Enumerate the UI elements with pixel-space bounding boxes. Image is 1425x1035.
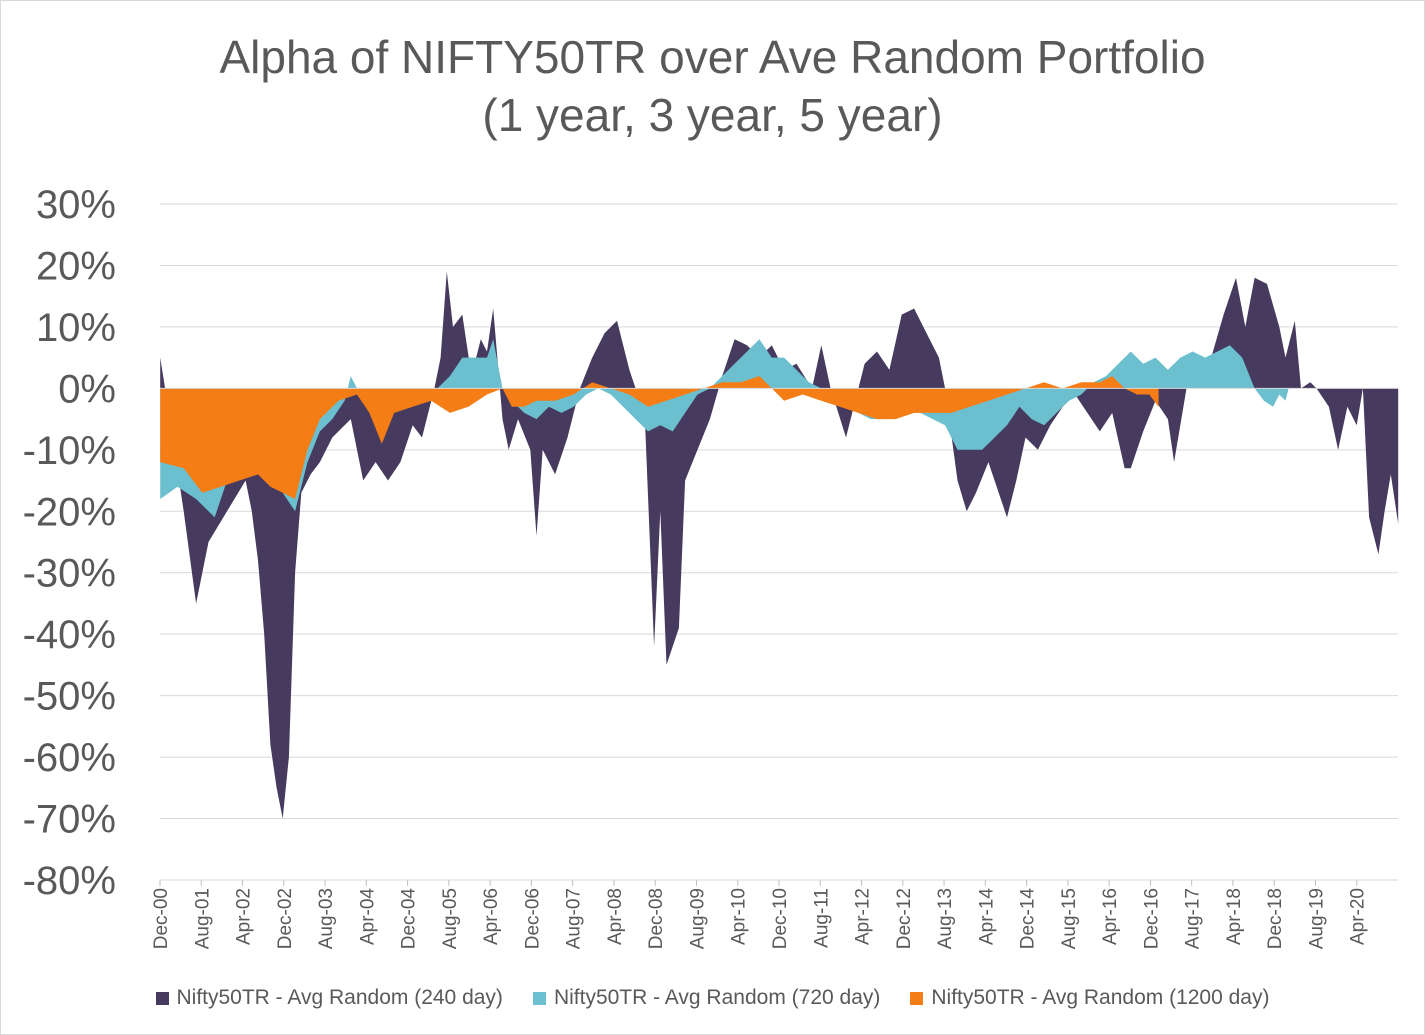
x-tick-label: Dec-12 — [894, 888, 915, 949]
x-tick-label: Dec-18 — [1265, 888, 1286, 949]
y-tick-label: -40% — [23, 613, 116, 657]
x-tick-label: Dec-04 — [399, 888, 420, 950]
legend-item-720-day: Nifty50TR - Avg Random (720 day) — [532, 986, 881, 1010]
y-tick-label: -10% — [23, 429, 116, 473]
legend-label-240-day: Nifty50TR - Avg Random (240 day) — [176, 986, 503, 1009]
x-tick-label: Aug-01 — [192, 888, 213, 949]
x-tick-label: Apr-14 — [976, 888, 997, 945]
subtitle-line: (1 year, 3 year, 5 year) — [482, 89, 943, 141]
legend-swatch-1200-day — [910, 991, 924, 1005]
y-tick-label: -50% — [23, 675, 116, 719]
x-tick-label: Apr-08 — [605, 888, 626, 945]
x-tick-label: Apr-20 — [1348, 888, 1369, 945]
area-series-2 — [160, 376, 1159, 499]
x-tick-label: Apr-06 — [481, 888, 502, 945]
x-tick-label: Aug-15 — [1059, 888, 1080, 949]
y-tick-label: 30% — [36, 183, 116, 227]
x-tick-label: Aug-13 — [935, 888, 956, 949]
x-tick-label: Aug-05 — [440, 888, 461, 949]
area-series-1 — [160, 339, 1289, 518]
x-tick-label: Dec-16 — [1141, 888, 1162, 949]
x-tick-label: Aug-07 — [564, 888, 585, 949]
y-tick-label: -70% — [23, 798, 116, 842]
x-tick-label: Aug-03 — [316, 888, 337, 949]
x-tick-label: Apr-18 — [1224, 888, 1245, 945]
x-tick-label: Apr-12 — [853, 888, 874, 945]
x-tick-label: Dec-10 — [770, 888, 791, 949]
legend-item-240-day: Nifty50TR - Avg Random (240 day) — [155, 986, 503, 1010]
x-tick-label: Aug-17 — [1183, 888, 1204, 949]
x-tick-label: Dec-00 — [151, 888, 172, 949]
y-tick-label: 10% — [36, 306, 116, 350]
y-tick-label: -30% — [23, 552, 116, 596]
x-tick-label: Dec-08 — [646, 888, 667, 949]
x-tick-label: Dec-02 — [275, 888, 296, 949]
x-tick-label: Aug-09 — [688, 888, 709, 949]
x-tick-label: Aug-11 — [811, 888, 832, 948]
plot-area: 30% 20% 10% 0% -10% -20% -30% -40% -50% -60% -70% -… — [23, 183, 1399, 950]
x-tick-label: Dec-06 — [522, 888, 543, 949]
area-series-0 — [160, 271, 1399, 819]
x-tick-label: Apr-16 — [1100, 888, 1121, 945]
legend-label-1200-day: Nifty50TR - Avg Random (1200 day) — [931, 986, 1270, 1009]
y-tick-label: 20% — [36, 244, 116, 288]
legend-swatch-720-day — [532, 991, 546, 1005]
legend-label-720-day: Nifty50TR - Avg Random (720 day) — [553, 986, 881, 1009]
x-tick-label: Apr-02 — [234, 888, 255, 945]
x-tick-label: Apr-10 — [729, 888, 750, 945]
legend: Nifty50TR - Avg Random (240 day) Nifty50… — [0, 986, 1425, 1010]
title-line: Alpha of NIFTY50TR over Ave Random Portf… — [219, 31, 1206, 83]
y-tick-label: 0% — [58, 367, 116, 411]
legend-swatch-240-day — [155, 991, 169, 1005]
x-tick-label: Apr-04 — [357, 888, 378, 945]
legend-item-1200-day: Nifty50TR - Avg Random (1200 day) — [910, 986, 1269, 1010]
y-tick-label: -80% — [23, 859, 116, 903]
y-tick-label: -60% — [23, 736, 116, 780]
y-tick-label: -20% — [23, 490, 116, 534]
x-tick-label: Dec-14 — [1018, 888, 1039, 950]
chart-title: Alpha of NIFTY50TR over Ave Random Portf… — [0, 28, 1425, 144]
x-tick-label: Aug-19 — [1307, 888, 1328, 949]
